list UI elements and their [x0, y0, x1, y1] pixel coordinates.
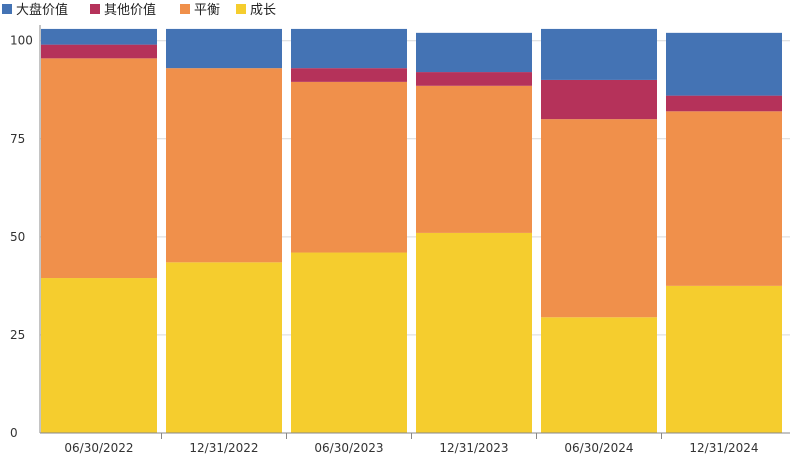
x-tick-label: 12/31/2022	[189, 441, 258, 455]
legend: 大盘价值 其他价值 平衡 成长	[2, 2, 276, 18]
bar-segment	[416, 72, 532, 86]
legend-item: 成长	[236, 3, 276, 18]
bar-segment	[166, 262, 282, 433]
x-tick-label: 06/30/2024	[564, 441, 633, 455]
bar-segment	[666, 111, 782, 286]
legend-item: 平衡	[180, 3, 220, 18]
y-tick-label: 50	[10, 230, 25, 244]
bar-segment	[541, 317, 657, 433]
legend-label: 其他价值	[104, 2, 156, 18]
bar-segment	[541, 119, 657, 318]
legend-swatch	[236, 4, 246, 14]
bars	[41, 28, 782, 433]
bar-segment	[541, 79, 657, 120]
legend-item: 其他价值	[90, 2, 156, 18]
x-tick-label: 06/30/2023	[314, 441, 383, 455]
bar-segment	[41, 278, 157, 433]
bar-segment	[666, 32, 782, 96]
y-tick-label: 75	[10, 132, 25, 146]
axes: 0 25 50 75 100 06/30/2022 12/31/2022 06/30/2023…	[10, 25, 790, 455]
bar-segment	[166, 28, 282, 69]
legend-label: 平衡	[194, 3, 220, 18]
bar-segment	[41, 28, 157, 45]
bar-segment	[41, 58, 157, 279]
bar-segment	[291, 68, 407, 82]
bar-segment	[291, 252, 407, 433]
bar-segment	[166, 68, 282, 263]
legend-label: 大盘价值	[16, 2, 68, 18]
x-tick-label: 12/31/2023	[439, 441, 508, 455]
x-tick-label: 06/30/2022	[64, 441, 133, 455]
bar-segment	[666, 95, 782, 112]
bar-segment	[541, 28, 657, 80]
bar-segment	[416, 32, 532, 73]
y-tick-label: 0	[10, 426, 18, 440]
bar-segment	[291, 28, 407, 69]
legend-swatch	[90, 4, 100, 14]
legend-item: 大盘价值	[2, 2, 68, 18]
bar-segment	[41, 44, 157, 59]
legend-label: 成长	[250, 3, 276, 18]
x-tick-label: 12/31/2024	[689, 441, 758, 455]
grid	[40, 40, 790, 336]
bar-segment	[416, 85, 532, 233]
y-tick-label: 100	[10, 34, 33, 48]
y-tick-label: 25	[10, 328, 25, 342]
bar-segment	[666, 285, 782, 433]
bar-segment	[291, 81, 407, 253]
legend-swatch	[180, 4, 190, 14]
bar-segment	[416, 232, 532, 433]
legend-swatch	[2, 4, 12, 14]
